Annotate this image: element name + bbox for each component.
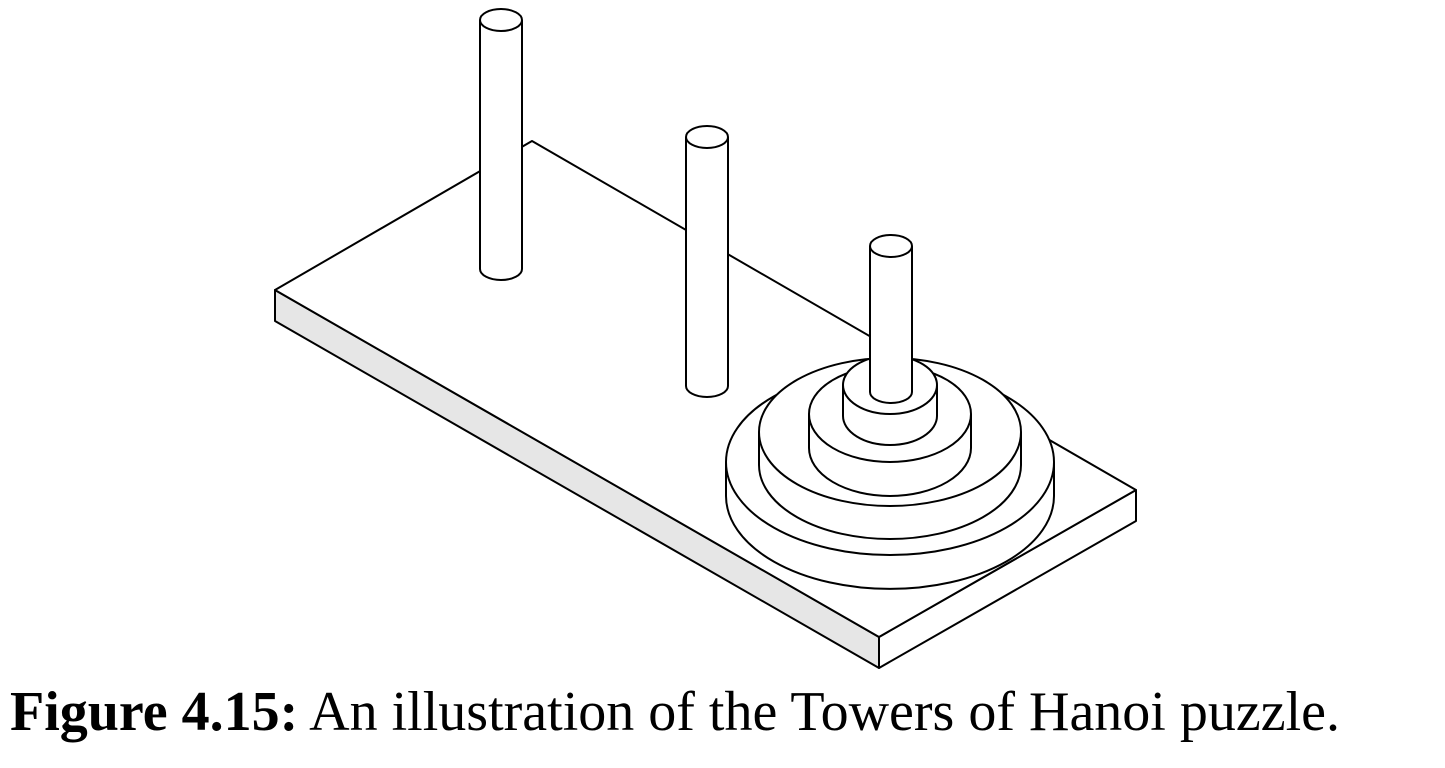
peg-2-body [685,137,729,398]
peg-2 [685,125,729,398]
peg-1 [479,8,523,281]
hanoi-drawing [274,8,1137,669]
peg-1-top [479,8,523,32]
caption-text: An illustration of the Towers of Hanoi p… [298,681,1340,743]
disk-1 [842,355,938,446]
peg-3 [869,234,913,404]
peg-2-top [685,125,729,149]
figure-caption: Figure 4.15: An illustration of the Towe… [10,676,1435,748]
peg-1-body [479,20,523,281]
towers-of-hanoi-illustration [274,8,1137,669]
caption-label: Figure 4.15: [10,681,299,743]
peg-3-body [869,246,913,404]
peg-3-top [869,234,913,258]
